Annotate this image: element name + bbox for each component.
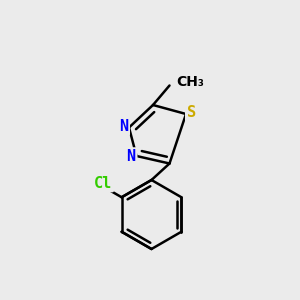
Text: N: N	[119, 119, 128, 134]
Text: Cl: Cl	[94, 176, 112, 190]
Text: CH₃: CH₃	[176, 76, 204, 89]
Text: S: S	[187, 105, 196, 120]
Text: N: N	[127, 149, 136, 164]
